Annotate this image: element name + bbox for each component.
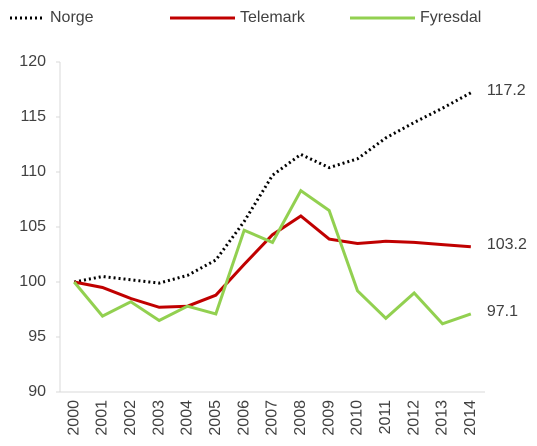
y-tick-label: 120 [19,53,46,70]
end-label: 117.2 [487,82,526,99]
legend-label: Fyresdal [420,9,481,26]
y-tick-label: 110 [20,163,46,180]
x-tick-label: 2014 [462,400,479,436]
x-tick-label: 2010 [349,400,366,436]
x-tick-label: 2000 [65,400,82,436]
x-tick-label: 2011 [377,400,394,435]
end-label: 97.1 [487,303,518,320]
y-tick-label: 105 [19,218,46,235]
x-tick-label: 2012 [405,400,422,436]
y-tick-label: 100 [19,273,46,290]
x-tick-label: 2013 [434,400,451,436]
series-line [73,188,472,326]
y-tick-label: 115 [20,108,46,125]
x-tick-label: 2004 [179,400,196,436]
y-tick-label: 95 [28,328,46,345]
x-tick-label: 2005 [207,400,224,436]
legend-label: Telemark [240,9,306,26]
series-line [73,91,472,285]
y-tick-label: 90 [28,383,46,400]
x-tick-label: 2009 [320,400,337,436]
series-line [73,214,471,309]
x-tick-label: 2008 [292,400,309,436]
legend-label: Norge [50,9,94,26]
end-label: 103.2 [487,236,527,253]
x-tick-label: 2003 [150,400,167,436]
x-tick-label: 2006 [235,400,252,436]
x-tick-label: 2002 [122,400,139,436]
x-tick-label: 2007 [264,400,281,436]
x-tick-label: 2001 [94,400,111,436]
